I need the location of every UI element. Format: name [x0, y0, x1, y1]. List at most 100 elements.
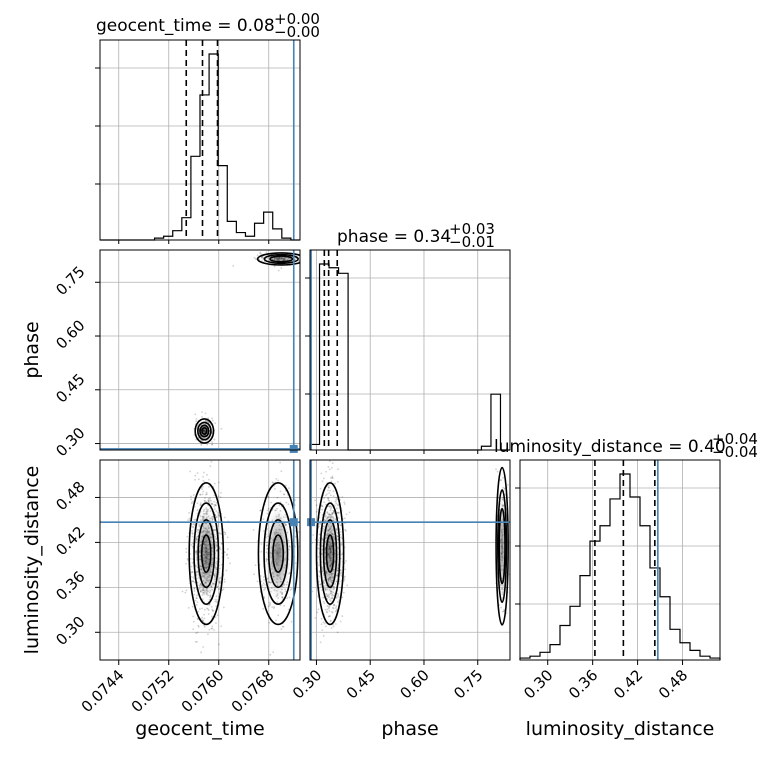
sample-point	[260, 256, 263, 259]
sample-point	[344, 568, 347, 571]
sample-point	[344, 517, 346, 520]
sample-point	[339, 531, 342, 533]
sample-point	[339, 568, 342, 571]
sample-point	[264, 584, 266, 586]
sample-point	[261, 256, 263, 259]
sample-point	[200, 486, 203, 489]
sample-point	[325, 470, 327, 473]
sample-point	[198, 608, 201, 610]
sample-point	[328, 615, 331, 618]
sample-point	[216, 614, 219, 617]
sample-point	[283, 493, 286, 496]
sample-point	[294, 535, 297, 538]
sample-point	[208, 628, 211, 631]
panel-geocent_time-vs-luminosity_distance	[99, 457, 301, 661]
sample-point	[323, 501, 326, 504]
xlabel-luminosity-distance: luminosity_distance	[526, 718, 715, 740]
sample-point	[208, 604, 211, 606]
sample-point	[334, 610, 337, 613]
sample-point	[266, 509, 269, 512]
sample-point	[263, 588, 265, 591]
hist-geocent_time	[100, 53, 300, 241]
sample-point	[503, 608, 506, 611]
sample-point	[329, 494, 332, 497]
xtick-label-phase-3: 0.75	[450, 666, 486, 702]
sample-point	[344, 528, 347, 531]
sample-point	[217, 588, 220, 590]
sample-point	[207, 609, 210, 612]
sample-point	[326, 493, 328, 496]
sample-point	[204, 412, 207, 415]
sample-point	[345, 529, 347, 532]
sample-point	[209, 499, 211, 501]
sample-point	[190, 565, 193, 568]
sample-point	[196, 472, 199, 474]
title-ld-sup: +0.04	[712, 430, 758, 448]
sample-point	[208, 497, 211, 500]
sample-point	[322, 621, 325, 624]
sample-point	[195, 417, 198, 420]
sample-point	[337, 468, 339, 471]
sample-point	[188, 517, 191, 520]
title-ld-sub: −0.04	[712, 443, 758, 461]
sample-point	[267, 495, 269, 498]
sample-point	[321, 480, 324, 483]
sample-point	[198, 457, 200, 459]
sample-point	[263, 597, 266, 600]
sample-point	[507, 483, 509, 486]
sample-point	[221, 589, 224, 592]
sample-point	[192, 615, 195, 618]
contour-phase-vs-luminosity_distance-1-0	[495, 466, 509, 626]
sample-point	[262, 530, 265, 532]
sample-point	[200, 444, 203, 447]
sample-point	[203, 624, 205, 627]
sample-point	[211, 625, 214, 628]
contour-geocent_time-vs-luminosity_distance-1-1	[263, 502, 293, 605]
sample-point	[215, 605, 218, 607]
sample-point	[192, 576, 195, 579]
sample-point	[187, 519, 189, 522]
sample-point	[187, 607, 190, 609]
sample-point	[254, 258, 257, 260]
sample-point	[324, 608, 327, 611]
sample-point	[327, 499, 330, 502]
sample-point	[339, 533, 342, 536]
xtick-label-phase-2: 0.60	[396, 666, 432, 702]
sample-point	[218, 567, 221, 570]
sample-point	[211, 443, 213, 446]
sample-point	[289, 589, 292, 591]
sample-point	[503, 488, 506, 490]
sample-point	[211, 502, 213, 505]
sample-point	[499, 479, 502, 481]
sample-point	[252, 528, 255, 531]
sample-point	[501, 610, 504, 613]
sample-point	[200, 617, 202, 620]
sample-point	[202, 475, 204, 478]
sample-point	[200, 503, 202, 506]
xtick-label-geocent_time-2: 0.0760	[178, 666, 228, 716]
sample-point	[336, 596, 338, 598]
sample-point	[263, 579, 265, 581]
sample-point	[280, 267, 283, 269]
sample-point	[218, 532, 221, 534]
xtick-label-phase-0: 0.30	[289, 666, 325, 702]
sample-point	[326, 608, 329, 611]
sample-point	[328, 492, 331, 495]
sample-point	[278, 504, 281, 507]
sample-point	[343, 578, 346, 581]
sample-point	[194, 413, 197, 416]
sample-point	[211, 441, 213, 443]
sample-point	[276, 601, 279, 603]
sample-point	[335, 597, 338, 599]
sample-point	[186, 558, 189, 560]
sample-point	[322, 596, 324, 599]
sample-point	[335, 609, 338, 612]
sample-point	[315, 504, 318, 507]
sample-point	[319, 583, 322, 586]
sample-point	[321, 505, 323, 507]
sample-point	[317, 556, 320, 558]
sample-point	[213, 438, 216, 441]
sample-point	[213, 500, 215, 503]
sample-point	[267, 507, 270, 510]
